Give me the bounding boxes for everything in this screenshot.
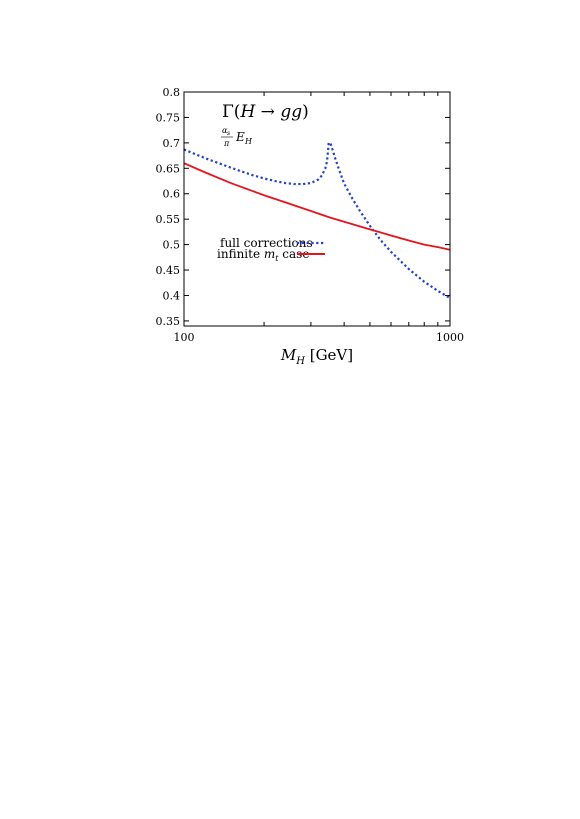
annotation-title: Γ(H → gg): [222, 102, 309, 122]
series-line-full-corrections: [183, 141, 451, 299]
series-line-infinite-mt: [183, 162, 451, 251]
legend-label-full-corrections: full corrections: [220, 236, 313, 250]
svg-text:H: H: [244, 137, 253, 146]
legend-label-infinite-mt: infinite mt case: [217, 247, 309, 263]
y-tick-label: 0.45: [156, 264, 181, 277]
series-lines: [183, 141, 451, 299]
y-tick-label: 0.75: [156, 111, 181, 124]
y-tick-label: 0.5: [163, 239, 181, 252]
plot-frame: [183, 91, 451, 327]
x-tick-label: 100: [174, 331, 195, 344]
svg-text:π: π: [223, 139, 230, 148]
svg-text:α: α: [222, 126, 228, 135]
y-tick-label: 0.4: [163, 289, 181, 302]
y-tick-label: 0.7: [163, 137, 181, 150]
annotation-subtitle: α s π E H: [221, 126, 253, 148]
y-tick-label: 0.65: [156, 162, 181, 175]
x-tick-label: 1000: [436, 331, 464, 344]
svg-text:s: s: [227, 130, 230, 137]
tick-labels: 0.35 0.4 0.45 0.5 0.55 0.6 0.65 0.7 0.75 0.8 100 10…: [156, 86, 465, 344]
legend: full corrections infinite mt case: [217, 236, 325, 263]
svg-text:E: E: [235, 130, 245, 144]
y-tick-label: 0.35: [156, 315, 181, 328]
y-tick-label: 0.8: [163, 86, 181, 99]
y-tick-label: 0.55: [156, 213, 181, 226]
x-axis-title: MH [GeV]: [280, 346, 353, 367]
y-tick-label: 0.6: [163, 188, 181, 201]
